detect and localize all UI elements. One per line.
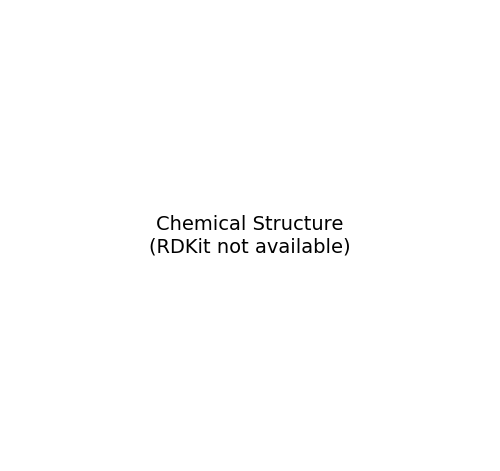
Text: Chemical Structure
(RDKit not available): Chemical Structure (RDKit not available) — [149, 215, 351, 257]
